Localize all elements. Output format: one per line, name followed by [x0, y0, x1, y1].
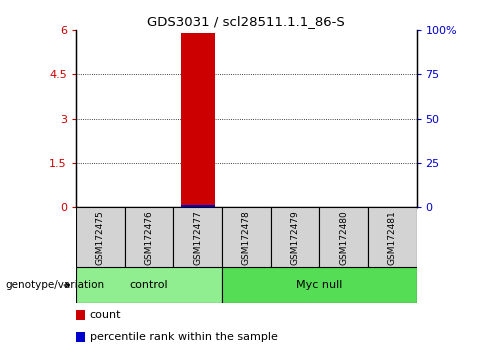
- Bar: [76, 207, 124, 267]
- Text: Myc null: Myc null: [296, 280, 343, 290]
- Bar: [319, 207, 368, 267]
- Text: GSM172477: GSM172477: [193, 210, 202, 264]
- Text: GSM172478: GSM172478: [242, 210, 251, 264]
- Bar: [124, 207, 173, 267]
- Text: GSM172479: GSM172479: [291, 210, 299, 264]
- Text: GSM172481: GSM172481: [388, 210, 397, 264]
- Bar: [368, 207, 416, 267]
- Text: GSM172476: GSM172476: [145, 210, 153, 264]
- Bar: [270, 207, 319, 267]
- Bar: [173, 207, 222, 267]
- Text: count: count: [90, 310, 121, 320]
- Text: GSM172480: GSM172480: [339, 210, 348, 264]
- Bar: [222, 267, 416, 303]
- Bar: [180, 205, 215, 207]
- Text: percentile rank within the sample: percentile rank within the sample: [90, 332, 277, 342]
- Text: GSM172475: GSM172475: [96, 210, 105, 264]
- Bar: [180, 33, 215, 207]
- Bar: [222, 207, 270, 267]
- Text: genotype/variation: genotype/variation: [5, 280, 104, 290]
- Text: control: control: [130, 280, 168, 290]
- Bar: [76, 267, 222, 303]
- Title: GDS3031 / scl28511.1.1_86-S: GDS3031 / scl28511.1.1_86-S: [147, 15, 345, 28]
